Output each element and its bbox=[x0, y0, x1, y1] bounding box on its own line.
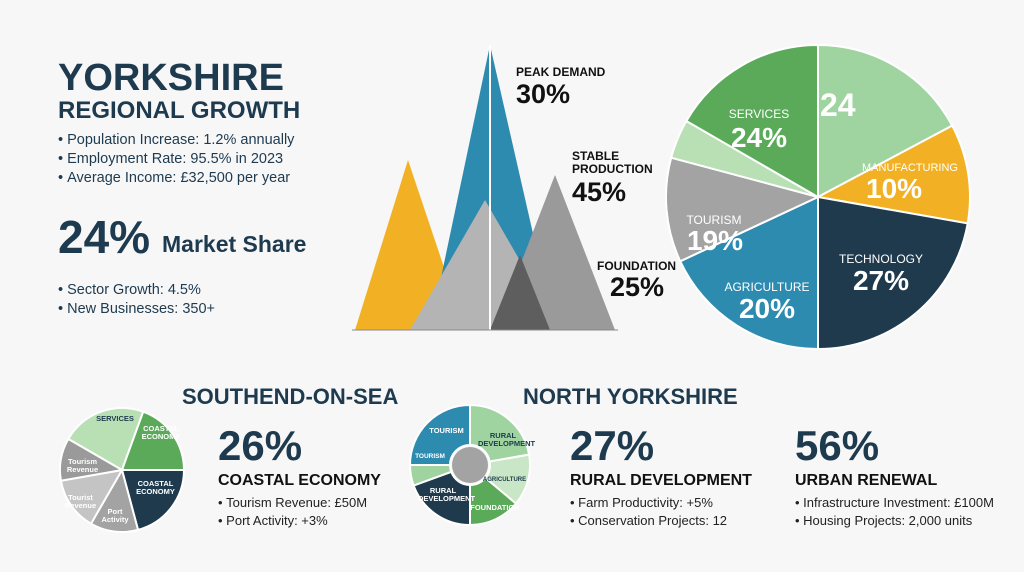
pie-slice bbox=[684, 43, 819, 199]
ring-slice bbox=[408, 403, 471, 466]
stat-value: 56% bbox=[795, 422, 880, 469]
ring-slice bbox=[408, 464, 453, 487]
bullet: Employment Rate: 95.5% in 2023 bbox=[58, 151, 283, 168]
bullet: Farm Productivity: +5% bbox=[570, 495, 713, 510]
slice-value: 24% bbox=[730, 122, 788, 153]
pie-label: SERVICES bbox=[96, 414, 134, 423]
slice-value: 20% bbox=[738, 293, 796, 324]
stat-label: RURAL DEVELOPMENT bbox=[570, 472, 752, 489]
ring-label: TOURISM bbox=[429, 426, 464, 435]
ring-label: TOURISM bbox=[415, 453, 445, 460]
stat-label: COASTAL ECONOMY bbox=[218, 472, 381, 489]
ring-label: RURAL DEVELOPMENT bbox=[478, 431, 536, 448]
ring-label: FOUNDATION bbox=[470, 503, 520, 512]
pie-label: Port Activity bbox=[101, 507, 129, 524]
pie-slice bbox=[817, 43, 954, 199]
slice-label: MANUFACTURING bbox=[862, 162, 958, 174]
mountain-value: 30% bbox=[516, 79, 571, 109]
mountain-label: STABLE PRODUCTION bbox=[572, 149, 653, 177]
section-title: SOUTHEND-ON-SEA bbox=[182, 384, 399, 409]
bullet: Tourism Revenue: £50M bbox=[218, 495, 367, 510]
pie-graphics bbox=[59, 43, 971, 533]
mountain-value: 45% bbox=[572, 177, 627, 207]
bullet: Port Activity: +3% bbox=[218, 513, 328, 528]
slice-label: TECHNOLOGY bbox=[838, 252, 923, 266]
mountain bbox=[490, 255, 550, 330]
ring-hub bbox=[452, 447, 488, 483]
bullet: Population Increase: 1.2% annually bbox=[58, 132, 294, 149]
bullet: Infrastructure Investment: £100M bbox=[795, 495, 994, 510]
pie-slice bbox=[678, 195, 819, 351]
slice-value: 27% bbox=[852, 265, 910, 296]
ring-label: AGRICULTURE bbox=[482, 477, 527, 483]
pie-slice bbox=[120, 410, 186, 471]
slice-label: AGRICULTURE bbox=[724, 280, 810, 294]
bullet: Sector Growth: 4.5% bbox=[58, 282, 201, 299]
pie-label: COASTAL ECONOMY bbox=[141, 424, 181, 441]
pie-slice bbox=[817, 195, 969, 351]
ring-slice bbox=[469, 403, 531, 463]
pie-slice bbox=[66, 407, 145, 472]
mountain-label: PEAK DEMAND bbox=[516, 65, 606, 79]
stat-label: URBAN RENEWAL bbox=[795, 472, 938, 489]
highlight-label: Market Share bbox=[162, 231, 307, 257]
pie-slice bbox=[59, 468, 124, 526]
title: YORKSHIRE bbox=[58, 57, 284, 99]
bullet: Housing Projects: 2,000 units bbox=[795, 513, 972, 528]
pie-slice bbox=[59, 437, 125, 482]
stat-value: 27% bbox=[570, 422, 655, 469]
pie-slice bbox=[665, 156, 821, 263]
bullet: Conservation Projects: 12 bbox=[570, 513, 727, 528]
stat-value: 26% bbox=[218, 422, 303, 469]
pie-slice bbox=[120, 469, 186, 532]
ring-label: RURAL DEVELOPMENT bbox=[418, 486, 476, 503]
slice-value: 19% bbox=[686, 225, 744, 256]
bullet: Average Income: £32,500 per year bbox=[58, 170, 290, 187]
slice-value: 24 bbox=[820, 87, 856, 123]
bullet: New Businesses: 350+ bbox=[58, 301, 215, 318]
pie-label: Tourism Revenue bbox=[66, 457, 99, 474]
pie-label: COASTAL ECONOMY bbox=[136, 479, 175, 496]
slice-label: SERVICES bbox=[728, 107, 790, 121]
ring-slice bbox=[412, 470, 471, 527]
mountain-chart bbox=[352, 45, 618, 331]
slice-value: 10% bbox=[866, 173, 923, 204]
pie-label: Tourist Revenue bbox=[64, 493, 97, 510]
pie-slice bbox=[814, 124, 971, 225]
section-title: NORTH YORKSHIRE bbox=[523, 384, 738, 409]
mountain-value: 25% bbox=[610, 272, 665, 302]
subtitle: REGIONAL GROWTH bbox=[58, 97, 301, 124]
slice-label: TOURISM bbox=[686, 213, 742, 227]
highlight-value: 24% bbox=[58, 211, 151, 263]
mountain-label: FOUNDATION bbox=[597, 259, 677, 273]
